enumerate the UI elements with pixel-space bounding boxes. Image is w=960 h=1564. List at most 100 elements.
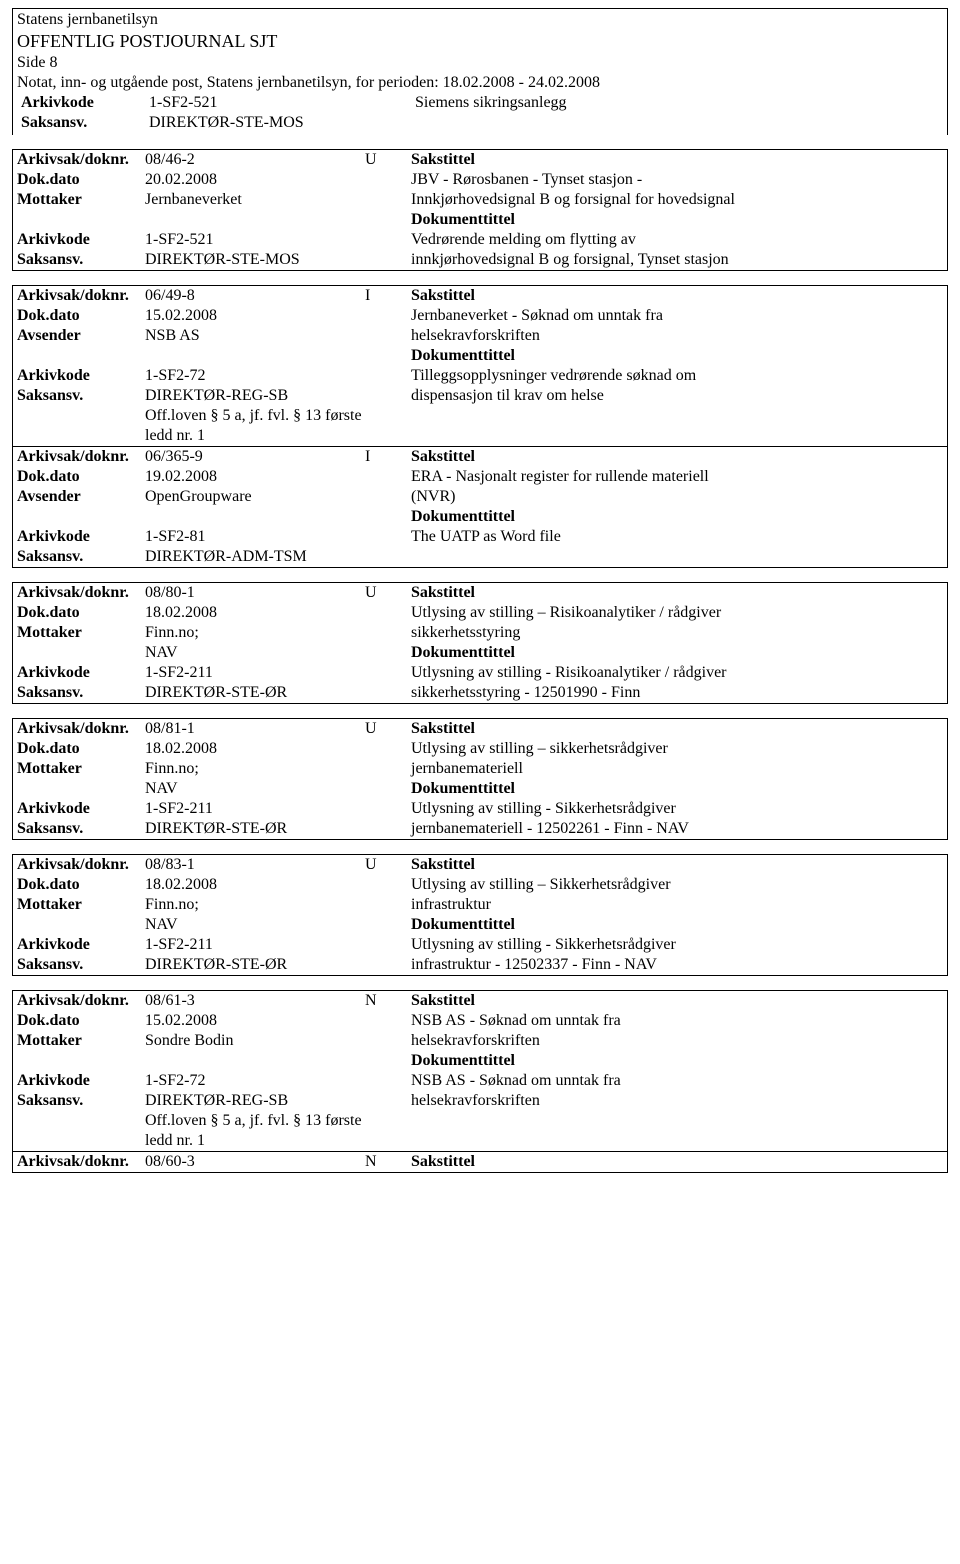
dokdato-label: Dok.dato	[17, 467, 145, 487]
doktittel-line: Utlysning av stilling - Sikkerhetsrådgiv…	[411, 799, 947, 819]
dokdato-label: Dok.dato	[17, 1011, 145, 1031]
journal-title: OFFENTLIG POSTJOURNAL SJT	[17, 30, 943, 53]
arkivsak-value: 06/365-9	[145, 447, 365, 467]
dokumenttittel-label: Dokumenttittel	[411, 508, 515, 525]
doktittel-line: Tilleggsopplysninger vedrørende søknad o…	[411, 366, 947, 386]
sakstittel-line: Utlysing av stilling – Risikoanalytiker …	[411, 603, 947, 623]
arkivkode-value: 1-SF2-72	[145, 1071, 407, 1091]
arkivsak-label: Arkivsak/doknr.	[17, 150, 145, 170]
party-value2	[145, 1051, 407, 1071]
saksansv-value: DIREKTØR-ADM-TSM	[145, 547, 407, 567]
dokdato-label: Dok.dato	[17, 170, 145, 190]
party-value: Jernbaneverket	[145, 190, 407, 210]
page-side: Side 8	[17, 53, 943, 73]
sakstittel-line: JBV - Rørosbanen - Tynset stasjon -	[411, 170, 947, 190]
party-label: Mottaker	[17, 895, 145, 915]
saksansv-value: DIREKTØR-STE-ØR	[145, 819, 407, 839]
arkivkode-value: 1-SF2-211	[145, 799, 407, 819]
sakstittel-line: Jernbaneverket - Søknad om unntak fra	[411, 306, 947, 326]
arkivsak-value: 08/61-3	[145, 991, 365, 1011]
header-arkivkode-value: 1-SF2-521	[149, 93, 411, 113]
record-table: Arkivsak/doknr.08/80-1USakstittelDok.dat…	[12, 582, 948, 704]
sakstittel-line: infrastruktur	[411, 895, 947, 915]
arkivkode-label: Arkivkode	[17, 230, 145, 250]
arkivsak-label: Arkivsak/doknr.	[17, 447, 145, 467]
sakstittel-line: jernbanemateriell	[411, 759, 947, 779]
arkivsak-value: 08/81-1	[145, 719, 365, 739]
party-value: NSB AS	[145, 326, 407, 346]
ui-indicator: U	[365, 583, 401, 603]
extra-line: ledd nr. 1	[145, 1131, 407, 1151]
arkivkode-value: 1-SF2-211	[145, 663, 407, 683]
doktittel-line: Vedrørende melding om flytting av	[411, 230, 947, 250]
sakstittel-label: Sakstittel	[411, 720, 475, 737]
party-value: OpenGroupware	[145, 487, 407, 507]
doktittel-line: sikkerhetsstyring - 12501990 - Finn	[411, 683, 947, 703]
sakstittel-line: NSB AS - Søknad om unntak fra	[411, 1011, 947, 1031]
sakstittel-line: Utlysing av stilling – Sikkerhetsrådgive…	[411, 875, 947, 895]
doktittel-line: The UATP as Word file	[411, 527, 947, 547]
ui-indicator: U	[365, 719, 401, 739]
party-value: Sondre Bodin	[145, 1031, 407, 1051]
saksansv-label: Saksansv.	[17, 955, 145, 975]
arkivsak-value: 06/49-8	[145, 286, 365, 306]
saksansv-value: DIREKTØR-REG-SB	[145, 1091, 407, 1111]
sakstittel-line: Utlysing av stilling – sikkerhetsrådgive…	[411, 739, 947, 759]
saksansv-label: Saksansv.	[17, 819, 145, 839]
doktittel-line: Utlysning av stilling - Sikkerhetsrådgiv…	[411, 935, 947, 955]
extra-line: ledd nr. 1	[145, 426, 407, 446]
sakstittel-label: Sakstittel	[411, 584, 475, 601]
arkivsak-label: Arkivsak/doknr.	[17, 286, 145, 306]
arkivsak-label: Arkivsak/doknr.	[17, 1152, 145, 1172]
page-header: Statens jernbanetilsyn OFFENTLIG POSTJOU…	[12, 8, 948, 135]
dokdato-label: Dok.dato	[17, 306, 145, 326]
sakstittel-label: Sakstittel	[411, 1153, 475, 1170]
party-value: Finn.no;	[145, 623, 407, 643]
party-value2: NAV	[145, 915, 407, 935]
record-table: Arkivsak/doknr.08/61-3NSakstittelDok.dat…	[12, 990, 948, 1173]
arkivsak-label: Arkivsak/doknr.	[17, 991, 145, 1011]
dokumenttittel-label: Dokumenttittel	[411, 347, 515, 364]
saksansv-label: Saksansv.	[17, 386, 145, 406]
ui-indicator: I	[365, 286, 401, 306]
header-saksansv-label: Saksansv.	[21, 113, 149, 133]
dokdato-value: 15.02.2008	[145, 1011, 407, 1031]
sakstittel-line: ERA - Nasjonalt register for rullende ma…	[411, 467, 947, 487]
ui-indicator: N	[365, 1152, 401, 1172]
party-value2: NAV	[145, 643, 407, 663]
party-label: Avsender	[17, 487, 145, 507]
arkivsak-label: Arkivsak/doknr.	[17, 719, 145, 739]
extra-line: Off.loven § 5 a, jf. fvl. § 13 første	[145, 406, 407, 426]
arkivsak-value: 08/80-1	[145, 583, 365, 603]
record-table: Arkivsak/doknr.08/81-1U Sakstittel Dok.dat…	[12, 718, 948, 840]
ui-indicator: I	[365, 447, 401, 467]
org-name: Statens jernbanetilsyn	[17, 10, 943, 30]
doktittel-line: innkjørhovedsignal B og forsignal, Tynse…	[411, 250, 947, 270]
arkivkode-value: 1-SF2-211	[145, 935, 407, 955]
dokdato-value: 19.02.2008	[145, 467, 407, 487]
sakstittel-line: Innkjørhovedsignal B og forsignal for ho…	[411, 190, 947, 210]
arkivkode-label: Arkivkode	[17, 935, 145, 955]
record-table: Arkivsak/doknr.08/83-1USakstittelDok.dat…	[12, 854, 948, 976]
saksansv-value: DIREKTØR-STE-ØR	[145, 955, 407, 975]
dokdato-label: Dok.dato	[17, 875, 145, 895]
doktittel-line	[411, 547, 947, 567]
dokumenttittel-label: Dokumenttittel	[411, 644, 515, 661]
arkivsak-label: Arkivsak/doknr.	[17, 855, 145, 875]
dokdato-value: 18.02.2008	[145, 875, 407, 895]
sakstittel-line: sikkerhetsstyring	[411, 623, 947, 643]
arkivkode-value: 1-SF2-521	[145, 230, 407, 250]
saksansv-value: DIREKTØR-REG-SB	[145, 386, 407, 406]
doktittel-line: jernbanemateriell - 12502261 - Finn - NA…	[411, 819, 947, 839]
sakstittel-line: (NVR)	[411, 487, 947, 507]
sakstittel-label: Sakstittel	[411, 856, 475, 873]
party-label: Mottaker	[17, 1031, 145, 1051]
dokdato-label: Dok.dato	[17, 739, 145, 759]
dokumenttittel-label: Dokumenttittel	[411, 1052, 515, 1069]
party-value: Finn.no;	[145, 895, 407, 915]
arkivkode-value: 1-SF2-72	[145, 366, 407, 386]
doktittel-line: NSB AS - Søknad om unntak fra	[411, 1071, 947, 1091]
doktittel-line: helsekravforskriften	[411, 1091, 947, 1111]
sakstittel-label: Sakstittel	[411, 992, 475, 1009]
party-value2	[145, 346, 407, 366]
